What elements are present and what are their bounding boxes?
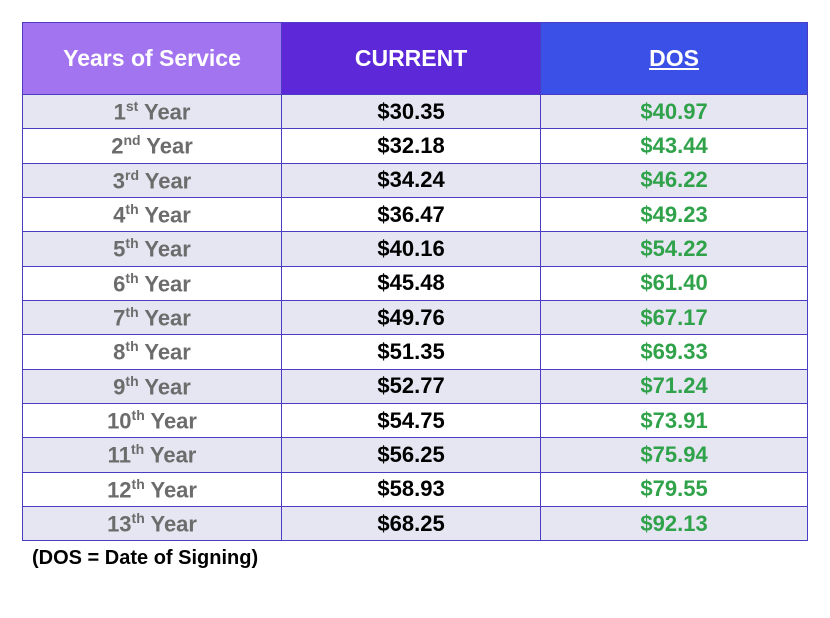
cell-current: $40.16 bbox=[282, 232, 541, 266]
year-ordinal: th bbox=[132, 510, 145, 526]
cell-year: 11th Year bbox=[23, 438, 282, 472]
cell-year: 7th Year bbox=[23, 300, 282, 334]
cell-year: 13th Year bbox=[23, 506, 282, 540]
cell-dos: $79.55 bbox=[541, 472, 808, 506]
cell-year: 8th Year bbox=[23, 335, 282, 369]
cell-dos: $49.23 bbox=[541, 197, 808, 231]
year-ordinal: th bbox=[125, 304, 138, 320]
cell-dos: $69.33 bbox=[541, 335, 808, 369]
table-body: 1st Year$30.35$40.972nd Year$32.18$43.44… bbox=[23, 95, 808, 541]
year-suffix: Year bbox=[139, 237, 191, 262]
footnote: (DOS = Date of Signing) bbox=[32, 547, 808, 570]
year-num: 11 bbox=[108, 443, 131, 468]
cell-dos: $71.24 bbox=[541, 369, 808, 403]
cell-current: $36.47 bbox=[282, 197, 541, 231]
year-num: 13 bbox=[107, 511, 131, 536]
table-row: 1st Year$30.35$40.97 bbox=[23, 95, 808, 129]
table-row: 4th Year$36.47$49.23 bbox=[23, 197, 808, 231]
year-num: 6 bbox=[113, 271, 125, 296]
year-num: 3 bbox=[113, 168, 125, 193]
year-ordinal: nd bbox=[123, 132, 140, 148]
year-ordinal: th bbox=[125, 270, 138, 286]
header-current: CURRENT bbox=[282, 23, 541, 95]
cell-dos: $75.94 bbox=[541, 438, 808, 472]
year-ordinal: th bbox=[125, 201, 138, 217]
cell-dos: $40.97 bbox=[541, 95, 808, 129]
cell-year: 1st Year bbox=[23, 95, 282, 129]
table-row: 7th Year$49.76$67.17 bbox=[23, 300, 808, 334]
table-row: 3rd Year$34.24$46.22 bbox=[23, 163, 808, 197]
year-ordinal: th bbox=[125, 338, 138, 354]
cell-dos: $61.40 bbox=[541, 266, 808, 300]
cell-current: $68.25 bbox=[282, 506, 541, 540]
cell-current: $32.18 bbox=[282, 129, 541, 163]
year-num: 9 bbox=[113, 374, 125, 399]
cell-year: 4th Year bbox=[23, 197, 282, 231]
year-ordinal: th bbox=[132, 407, 145, 423]
cell-current: $51.35 bbox=[282, 335, 541, 369]
cell-current: $34.24 bbox=[282, 163, 541, 197]
year-num: 12 bbox=[107, 477, 131, 502]
year-ordinal: th bbox=[125, 373, 138, 389]
cell-dos: $92.13 bbox=[541, 506, 808, 540]
year-ordinal: th bbox=[132, 476, 145, 492]
cell-year: 9th Year bbox=[23, 369, 282, 403]
cell-current: $54.75 bbox=[282, 403, 541, 437]
year-suffix: Year bbox=[139, 168, 191, 193]
cell-year: 2nd Year bbox=[23, 129, 282, 163]
header-row: Years of Service CURRENT DOS bbox=[23, 23, 808, 95]
year-num: 1 bbox=[114, 99, 126, 124]
cell-current: $30.35 bbox=[282, 95, 541, 129]
year-suffix: Year bbox=[139, 202, 191, 227]
cell-current: $56.25 bbox=[282, 438, 541, 472]
cell-current: $49.76 bbox=[282, 300, 541, 334]
year-ordinal: rd bbox=[125, 167, 139, 183]
cell-dos: $54.22 bbox=[541, 232, 808, 266]
year-suffix: Year bbox=[139, 305, 191, 330]
table-row: 2nd Year$32.18$43.44 bbox=[23, 129, 808, 163]
cell-year: 5th Year bbox=[23, 232, 282, 266]
cell-dos: $46.22 bbox=[541, 163, 808, 197]
cell-year: 12th Year bbox=[23, 472, 282, 506]
table-row: 9th Year$52.77$71.24 bbox=[23, 369, 808, 403]
cell-year: 6th Year bbox=[23, 266, 282, 300]
table-row: 10th Year$54.75$73.91 bbox=[23, 403, 808, 437]
cell-current: $45.48 bbox=[282, 266, 541, 300]
header-dos: DOS bbox=[541, 23, 808, 95]
year-suffix: Year bbox=[139, 271, 191, 296]
table-row: 6th Year$45.48$61.40 bbox=[23, 266, 808, 300]
year-suffix: Year bbox=[144, 443, 196, 468]
year-ordinal: th bbox=[125, 235, 138, 251]
year-num: 7 bbox=[113, 305, 125, 330]
year-suffix: Year bbox=[145, 511, 197, 536]
year-suffix: Year bbox=[145, 408, 197, 433]
year-ordinal: st bbox=[126, 98, 138, 114]
table-row: 11th Year$56.25$75.94 bbox=[23, 438, 808, 472]
year-suffix: Year bbox=[138, 99, 190, 124]
table-row: 13th Year$68.25$92.13 bbox=[23, 506, 808, 540]
year-suffix: Year bbox=[139, 340, 191, 365]
table-row: 5th Year$40.16$54.22 bbox=[23, 232, 808, 266]
pay-table: Years of Service CURRENT DOS 1st Year$30… bbox=[22, 22, 808, 541]
year-num: 5 bbox=[113, 237, 125, 262]
year-num: 10 bbox=[107, 408, 131, 433]
cell-dos: $43.44 bbox=[541, 129, 808, 163]
year-num: 4 bbox=[113, 202, 125, 227]
cell-year: 3rd Year bbox=[23, 163, 282, 197]
year-ordinal: th bbox=[131, 441, 144, 457]
table-row: 12th Year$58.93$79.55 bbox=[23, 472, 808, 506]
cell-dos: $67.17 bbox=[541, 300, 808, 334]
header-years: Years of Service bbox=[23, 23, 282, 95]
cell-year: 10th Year bbox=[23, 403, 282, 437]
table-row: 8th Year$51.35$69.33 bbox=[23, 335, 808, 369]
year-suffix: Year bbox=[141, 134, 193, 159]
cell-current: $52.77 bbox=[282, 369, 541, 403]
year-num: 2 bbox=[111, 134, 123, 159]
year-suffix: Year bbox=[145, 477, 197, 502]
year-num: 8 bbox=[113, 340, 125, 365]
year-suffix: Year bbox=[139, 374, 191, 399]
cell-dos: $73.91 bbox=[541, 403, 808, 437]
cell-current: $58.93 bbox=[282, 472, 541, 506]
